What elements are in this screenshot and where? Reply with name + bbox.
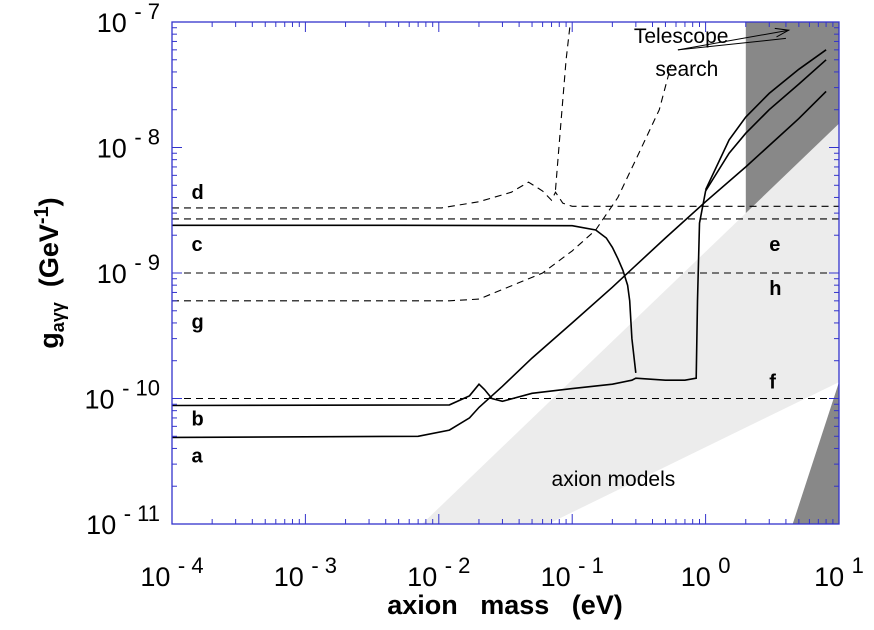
telescope-arrow-head [774, 27, 791, 38]
data-series [172, 22, 839, 439]
telescope-arrow-line [677, 29, 789, 51]
chart-labels: 10 - 4 10 - 3 10 - 2 10 - 1 10 0 10 1 10 - 7 10… [85, 0, 864, 592]
y-axis-label-unit-close: ) [34, 197, 64, 206]
curve-label-b: b [191, 408, 203, 430]
y-axis-label: gaγγ (GeV-1) [31, 197, 68, 348]
curve-label-c: c [191, 234, 202, 256]
y-tick-label: 10 - 7 [97, 0, 160, 38]
y-axis-label-sub: aγγ [48, 302, 68, 332]
annotation-0: Telescope [634, 25, 729, 48]
curve-label-f: f [769, 372, 776, 394]
axis-ticks [171, 21, 840, 525]
region-0 [422, 123, 839, 524]
curve-label-g: g [191, 312, 203, 334]
y-tick-label: 10 - 11 [86, 501, 160, 540]
y-axis-label-space [34, 287, 64, 302]
x-tick-label: 10 - 2 [407, 553, 470, 592]
y-axis-label-unit-exp: -1 [31, 206, 53, 224]
x-tick-label: 10 0 [681, 553, 731, 592]
x-tick-label: 10 1 [814, 553, 864, 592]
curve-label-a: a [191, 445, 203, 467]
y-tick-label: 10 - 10 [85, 376, 160, 415]
svg-text:gaγγ (GeV-1): gaγγ (GeV-1) [31, 197, 68, 348]
telescope-arrow-line [677, 37, 786, 51]
series-line-8 [172, 90, 827, 439]
annotation-1: search [655, 58, 718, 81]
region-2 [792, 382, 839, 524]
x-axis-label: axion mass (eV) [387, 590, 623, 620]
curve-label-e: e [769, 234, 780, 256]
x-tick-label: 10 - 4 [140, 553, 203, 592]
series-line-6 [172, 224, 637, 373]
annotation-2: axion models [552, 468, 676, 491]
y-tick-label: 10 - 9 [97, 250, 160, 289]
curve-label-h: h [769, 278, 781, 300]
x-tick-label: 10 - 1 [541, 553, 604, 592]
series-line-7 [172, 59, 827, 407]
series-line-5 [172, 65, 672, 302]
series-line-4 [554, 22, 571, 190]
series-line-3 [172, 181, 839, 209]
y-axis-label-unit: (GeV [34, 224, 64, 287]
curve-label-d: d [191, 182, 203, 204]
y-axis-label-main: g [34, 332, 64, 349]
x-tick-label: 10 - 3 [274, 553, 337, 592]
y-tick-label: 10 - 8 [97, 125, 160, 164]
series-line-9 [704, 49, 827, 191]
